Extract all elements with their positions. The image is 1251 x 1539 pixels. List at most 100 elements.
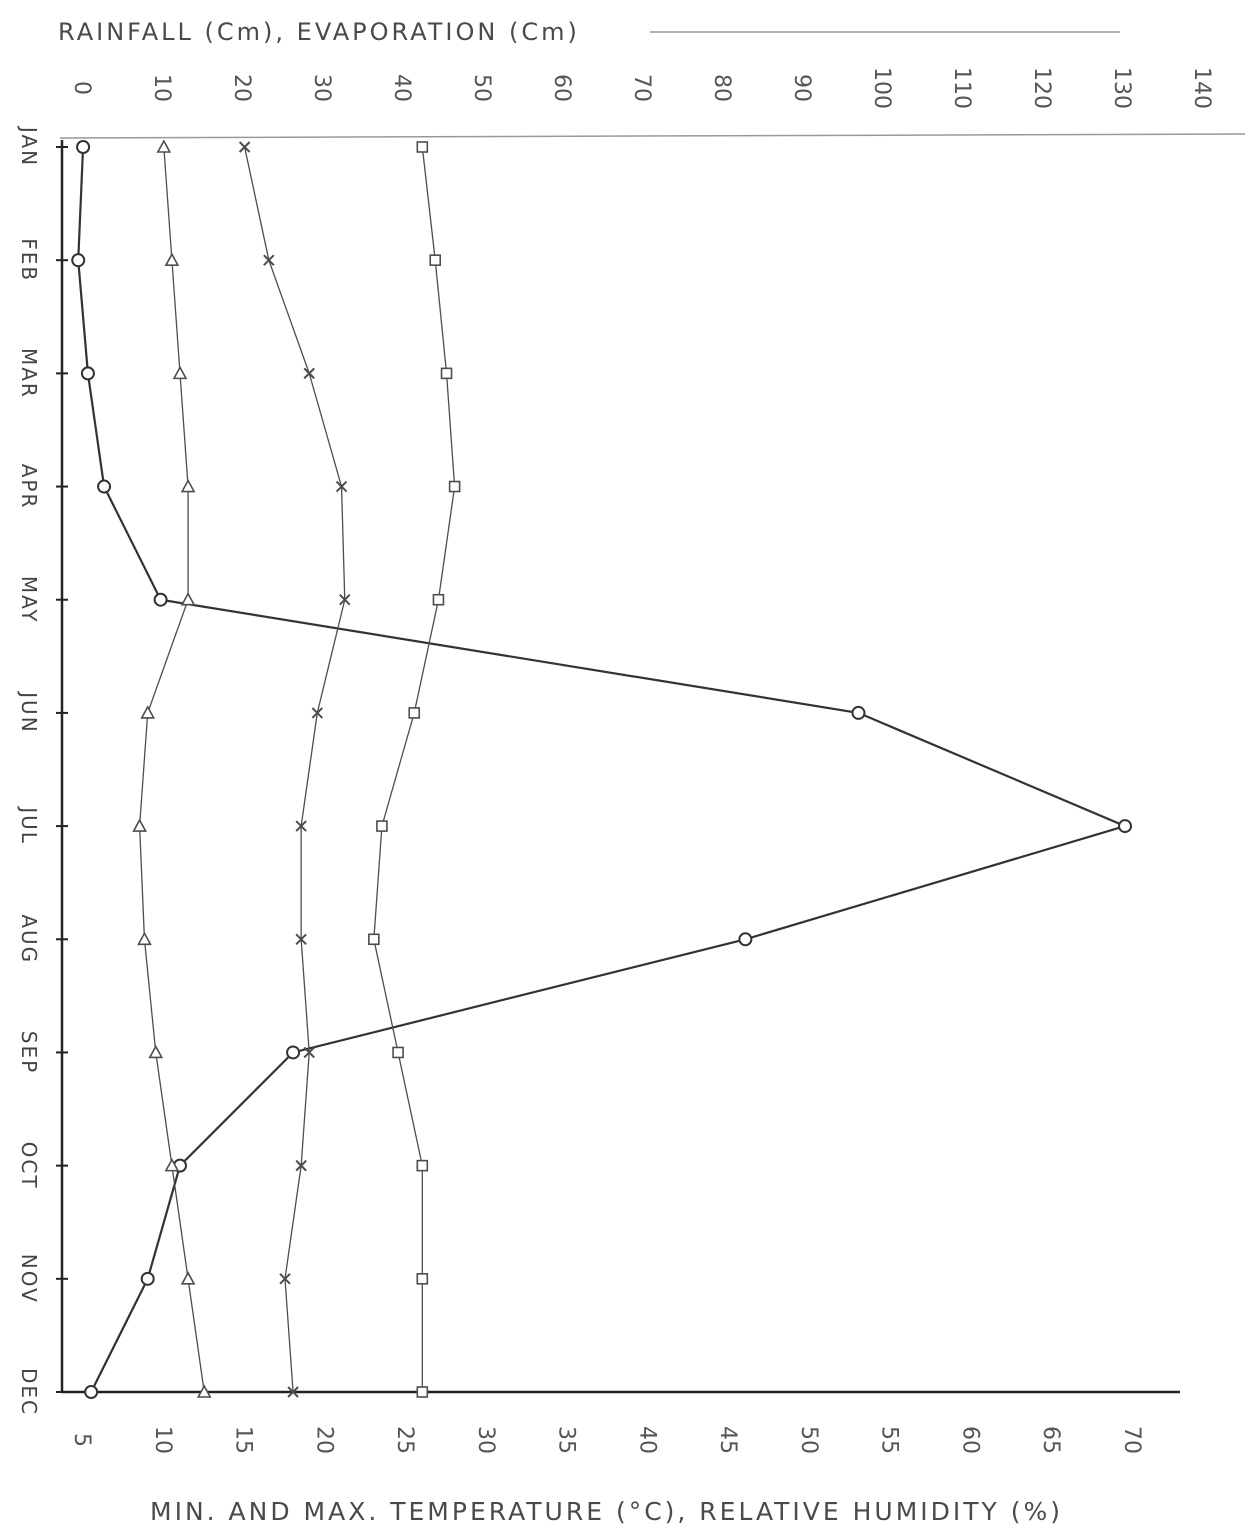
bottom-tick-label: 40 bbox=[634, 1426, 659, 1454]
top-tick-label: 10 bbox=[149, 74, 174, 102]
bottom-tick-label: 20 bbox=[311, 1426, 336, 1454]
top-tick-label: 140 bbox=[1189, 67, 1214, 109]
bottom-tick-label: 5 bbox=[69, 1433, 94, 1447]
series-line bbox=[373, 146, 456, 1392]
month-label: DEC bbox=[17, 1368, 41, 1416]
bottom-tick-label: 50 bbox=[796, 1426, 821, 1454]
data-point bbox=[156, 139, 172, 153]
data-point bbox=[180, 478, 196, 493]
bottom-tick-label: 70 bbox=[1119, 1426, 1144, 1454]
top-tick-label: 110 bbox=[949, 67, 974, 109]
bottom-tick-label: 30 bbox=[473, 1426, 498, 1454]
top-tick-labels: 0 10 20 30 40 50 60 70 80 90 100 110 120 130 140 bbox=[69, 67, 1214, 109]
data-point bbox=[263, 254, 275, 266]
bottom-tick-label: 25 bbox=[392, 1426, 417, 1454]
bottom-tick-label: 45 bbox=[715, 1426, 740, 1454]
series-line bbox=[243, 146, 346, 1393]
top-tick-label: 60 bbox=[549, 74, 574, 102]
bottom-tick-label: 65 bbox=[1038, 1426, 1063, 1454]
month-label: JUN bbox=[17, 690, 41, 734]
month-labels: JAN FEB MAR APR MAY JUN JUL AUG SEP OCT NOV DEC bbox=[17, 125, 68, 1416]
data-point bbox=[76, 140, 91, 154]
data-point bbox=[1118, 819, 1132, 834]
data-point bbox=[164, 1157, 180, 1172]
data-point bbox=[140, 1271, 155, 1286]
top-tick-label: 120 bbox=[1029, 67, 1054, 109]
data-point bbox=[286, 1045, 301, 1060]
data-point bbox=[408, 707, 421, 719]
data-point bbox=[738, 932, 753, 947]
top-tick-label: 100 bbox=[869, 67, 894, 109]
top-axis-label: RAINFALL (Cm), EVAPORATION (Cm) bbox=[58, 18, 580, 46]
data-point bbox=[416, 1273, 429, 1285]
series-layer bbox=[71, 139, 1132, 1399]
data-point bbox=[392, 1046, 404, 1059]
data-point bbox=[440, 367, 453, 380]
month-label: MAY bbox=[17, 576, 41, 624]
data-point bbox=[448, 480, 461, 493]
data-point bbox=[153, 592, 168, 607]
data-point bbox=[140, 705, 156, 719]
top-frame-line bbox=[59, 133, 1246, 139]
data-point bbox=[97, 479, 112, 494]
data-point bbox=[172, 365, 188, 380]
data-point bbox=[164, 252, 180, 266]
top-tick-label: 40 bbox=[389, 74, 414, 102]
data-point bbox=[295, 1159, 307, 1172]
data-point bbox=[295, 820, 307, 832]
data-point bbox=[137, 931, 152, 946]
month-label: MAR bbox=[17, 348, 41, 399]
data-point bbox=[84, 1385, 99, 1399]
data-point bbox=[368, 933, 380, 946]
data-point bbox=[279, 1273, 291, 1285]
bottom-tick-label: 15 bbox=[231, 1426, 256, 1454]
data-point bbox=[295, 933, 307, 945]
series-line bbox=[138, 146, 205, 1393]
month-label: AUG bbox=[17, 914, 41, 964]
data-point bbox=[311, 707, 324, 719]
data-point bbox=[432, 593, 445, 606]
data-point bbox=[416, 1386, 429, 1398]
data-point bbox=[429, 254, 442, 266]
data-point bbox=[416, 141, 429, 153]
data-point bbox=[148, 1044, 164, 1059]
data-point bbox=[132, 818, 147, 832]
month-label: OCT bbox=[17, 1142, 41, 1190]
bottom-tick-label: 55 bbox=[877, 1426, 902, 1454]
data-point bbox=[180, 1271, 196, 1285]
data-point bbox=[416, 1159, 429, 1172]
month-label: JUL bbox=[17, 805, 41, 845]
month-label: NOV bbox=[17, 1254, 41, 1304]
bottom-axis-label: MIN. AND MAX. TEMPERATURE (°C), RELATIVE… bbox=[150, 1497, 1063, 1526]
data-point bbox=[335, 480, 348, 493]
data-point bbox=[339, 594, 351, 606]
bottom-tick-label: 35 bbox=[554, 1426, 579, 1454]
top-tick-label: 90 bbox=[789, 74, 814, 102]
month-label: APR bbox=[17, 464, 41, 510]
bottom-tick-label: 10 bbox=[150, 1426, 175, 1454]
data-point bbox=[376, 820, 388, 832]
top-tick-label: 70 bbox=[629, 74, 654, 102]
month-label: JAN bbox=[17, 125, 41, 167]
top-tick-label: 30 bbox=[309, 74, 334, 102]
data-point bbox=[287, 1386, 299, 1398]
month-label: FEB bbox=[17, 238, 41, 282]
data-point bbox=[80, 366, 95, 381]
top-tick-label: 80 bbox=[709, 74, 734, 102]
top-tick-label: 20 bbox=[229, 74, 254, 102]
month-label: SEP bbox=[17, 1031, 41, 1074]
bottom-tick-labels: 5 10 15 20 25 30 35 40 45 50 55 60 65 70 bbox=[69, 1426, 1144, 1454]
data-point bbox=[196, 1384, 212, 1398]
bottom-tick-label: 60 bbox=[957, 1426, 982, 1454]
data-point bbox=[180, 592, 196, 606]
data-point bbox=[238, 141, 251, 153]
series-line bbox=[77, 146, 1129, 1393]
top-tick-label: 0 bbox=[69, 81, 94, 95]
data-point bbox=[303, 367, 315, 380]
top-tick-label: 50 bbox=[469, 74, 494, 102]
top-tick-label: 130 bbox=[1109, 67, 1134, 109]
data-point bbox=[303, 1046, 315, 1059]
data-point bbox=[71, 253, 86, 268]
data-point bbox=[851, 705, 866, 720]
